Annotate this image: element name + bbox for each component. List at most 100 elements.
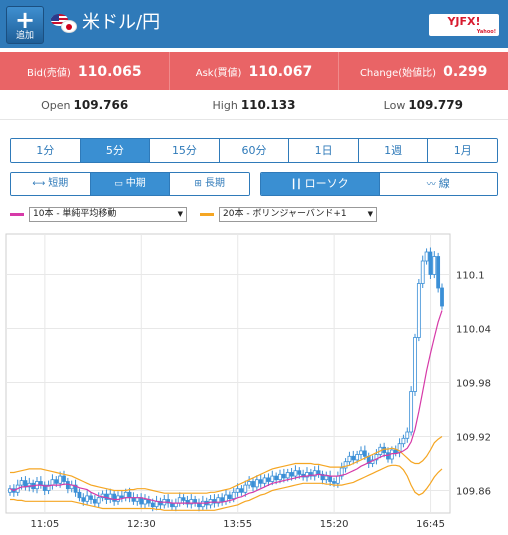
ma-swatch (10, 212, 24, 216)
ask-value: 110.067 (248, 64, 313, 80)
y-tick-label: 109.92 (456, 433, 491, 444)
tab-1day[interactable]: 1日 (289, 139, 359, 162)
tab-1min[interactable]: 1分 (11, 139, 81, 162)
dropdown-arrow-icon: ▼ (367, 209, 373, 218)
y-tick-label: 110.04 (456, 325, 491, 336)
range-long-button[interactable]: ⊞ 長期 (170, 173, 249, 195)
candle-body (351, 455, 356, 461)
interval-tabs: 1分 5分 15分 60分 1日 1週 1月 (10, 138, 498, 163)
open-label: Open (41, 99, 71, 112)
bb-select[interactable]: 20本 - ボリンジャーバンド+1 ▼ (219, 206, 377, 222)
candlestick-icon: ┃┃ (290, 180, 302, 190)
change-label: Change(始値比) (359, 68, 437, 79)
currency-pair-title: 米ドル/円 (82, 12, 161, 33)
candle-body (150, 502, 155, 508)
candle-body (401, 437, 406, 445)
candle-body (262, 477, 267, 484)
candle-body (266, 477, 271, 482)
ma-indicator: 10本 - 単純平均移動 ▼ (10, 206, 187, 222)
candle-body (58, 475, 63, 484)
chart-type-tabs: ┃┃ ローソク 〰線 (260, 172, 498, 196)
range-medium-button[interactable]: ▭ 中期 (90, 173, 171, 195)
candle-body (278, 473, 282, 481)
candle-body (440, 287, 444, 307)
candle-body (62, 475, 66, 482)
candlestick-button[interactable]: ┃┃ ローソク (261, 173, 380, 195)
candle-body (81, 497, 86, 502)
candle-body (416, 283, 421, 338)
x-tick-label: 12:30 (127, 519, 156, 530)
range-short-button[interactable]: ⟷ 短期 (11, 173, 91, 195)
candle-body (374, 454, 379, 461)
add-button[interactable]: + 追加 (6, 6, 44, 44)
candle-body (359, 450, 363, 455)
candle-body (285, 472, 290, 479)
range-medium-label: 中期 (125, 178, 146, 189)
japan-flag-icon (61, 20, 77, 33)
high-value: 110.133 (240, 98, 296, 112)
range-tabs: ⟷ 短期 ▭ 中期 ⊞ 長期 (10, 172, 250, 196)
moving-average-line (9, 310, 443, 504)
line-button[interactable]: 〰線 (379, 173, 497, 195)
candle-body (212, 499, 217, 504)
candle-body (200, 500, 205, 508)
candle-body (320, 473, 325, 481)
candle-body (393, 449, 398, 454)
candle-body (23, 480, 28, 488)
currency-flags (51, 14, 79, 34)
candle-body (224, 494, 228, 502)
candle-body (177, 497, 182, 504)
chart-svg[interactable]: 110.1 110.04 109.98 109.92 109.86 11:05 12:30 1… (0, 228, 508, 535)
candle-body (227, 494, 232, 499)
candle-body (231, 491, 236, 499)
range-long-icon: ⊞ (194, 179, 202, 189)
candle-body (116, 495, 120, 502)
candle-body (405, 431, 410, 439)
candle-body (139, 497, 144, 505)
candle-body (432, 256, 437, 275)
high-stat: High 110.133 (169, 90, 338, 119)
logo-subtext: Yahoo! (476, 29, 496, 35)
candle-body (104, 493, 109, 500)
range-medium-icon: ▭ (114, 179, 123, 189)
candle-body (324, 475, 329, 481)
line-label: 線 (438, 177, 450, 190)
candle-body (96, 497, 101, 504)
tab-1month[interactable]: 1月 (428, 139, 497, 162)
line-chart-icon: 〰 (426, 180, 436, 190)
candle-body (297, 470, 302, 475)
logo-text: YJFX! (447, 15, 481, 28)
candle-body (73, 484, 78, 493)
candle-body (19, 480, 24, 486)
tab-5min[interactable]: 5分 (80, 139, 151, 162)
price-chart[interactable]: 110.1 110.04 109.98 109.92 109.86 11:05 12:30 1… (0, 228, 508, 535)
candle-body (343, 461, 348, 469)
candle-body (281, 473, 286, 479)
bollinger-lower-line (10, 464, 443, 511)
candle-body (42, 484, 47, 491)
ma-select-label: 10本 - 単純平均移動 (33, 208, 117, 219)
x-tick-label: 15:20 (320, 519, 349, 530)
candle-body (339, 467, 344, 477)
low-stat: Low 109.779 (339, 90, 508, 119)
candle-body (332, 481, 336, 484)
candle-body (119, 495, 124, 499)
ma-select[interactable]: 10本 - 単純平均移動 ▼ (29, 206, 187, 222)
candle-body (216, 497, 221, 504)
plot-area (5, 233, 451, 514)
candle-body (54, 479, 59, 484)
app-header: + 追加 米ドル/円 YJFX! Yahoo! (0, 0, 508, 48)
tab-60min[interactable]: 60分 (219, 139, 290, 162)
yjfx-logo: YJFX! Yahoo! (429, 14, 499, 36)
candle-body (247, 481, 252, 486)
candle-body (46, 484, 51, 491)
candlestick-label: ローソク (304, 177, 349, 190)
ohl-bar: Open 109.766 High 110.133 Low 109.779 (0, 90, 508, 120)
tab-1week[interactable]: 1週 (358, 139, 429, 162)
y-tick-label: 110.1 (456, 271, 485, 282)
tab-15min[interactable]: 15分 (150, 139, 220, 162)
low-label: Low (383, 99, 406, 112)
candle-body (355, 454, 360, 461)
bb-indicator: 20本 - ボリンジャーバンド+1 ▼ (200, 206, 377, 222)
